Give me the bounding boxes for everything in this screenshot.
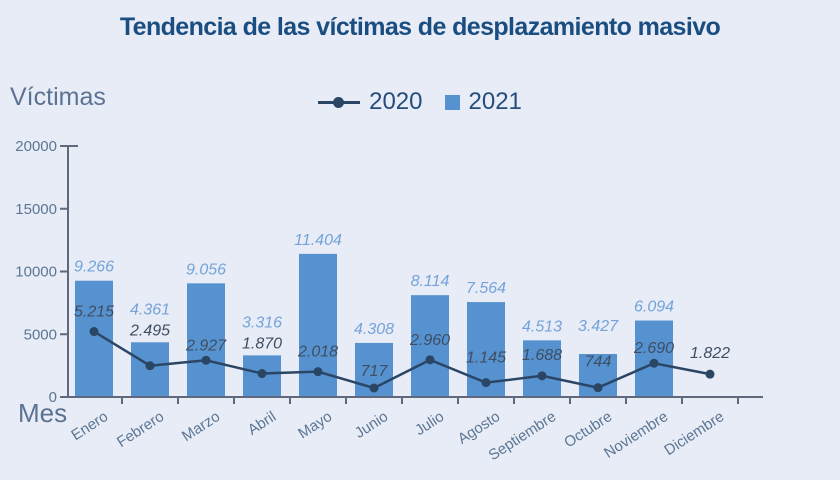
- line-point: [313, 367, 323, 377]
- month-axis-label: Agosto: [455, 408, 503, 448]
- line-value-label: 2.927: [185, 337, 227, 354]
- line-point: [369, 383, 379, 393]
- bar-value-label: 4.513: [522, 318, 562, 335]
- y-axis-tick-label: 20000: [15, 138, 57, 155]
- month-axis-label: Enero: [68, 408, 111, 444]
- y-axis-title: Víctimas: [10, 83, 106, 111]
- line-series-2020: [93, 330, 711, 390]
- bar-value-label: 9.056: [186, 261, 226, 278]
- month-axis-label: Abril: [245, 408, 279, 439]
- y-axis-tick-label: 5000: [24, 326, 57, 343]
- legend-label-2021: 2021: [468, 88, 522, 115]
- bar-value-label: 9.266: [74, 259, 114, 276]
- bar-julio: [411, 295, 449, 397]
- bar-value-label: 3.316: [242, 314, 282, 331]
- line-value-label: 1.145: [466, 350, 506, 367]
- bar-value-label: 8.114: [411, 273, 450, 290]
- line-value-label: 1.688: [522, 347, 562, 364]
- line-value-label: 2.495: [129, 323, 170, 340]
- legend-line-dot-icon: [333, 96, 345, 108]
- bar-value-label: 4.308: [354, 321, 394, 338]
- chart-title: Tendencia de las víctimas de desplazamie…: [119, 13, 721, 41]
- line-point: [537, 371, 547, 381]
- line-value-label: 744: [585, 354, 612, 371]
- line-point: [649, 358, 659, 368]
- y-axis-tick-label: 15000: [15, 201, 57, 218]
- month-axis-label: Febrero: [114, 408, 167, 451]
- bar-value-label: 11.404: [294, 232, 342, 249]
- y-axis-tick-label: 0: [49, 389, 57, 406]
- month-axis-label: Julio: [412, 408, 447, 439]
- bar-septiembre: [523, 340, 561, 397]
- line-value-label: 2.690: [633, 340, 674, 357]
- y-axis-tick-label: 10000: [15, 264, 57, 281]
- line-value-label: 2.960: [409, 332, 450, 349]
- bar-marzo: [187, 283, 225, 397]
- legend: 2020 2021: [0, 88, 840, 116]
- legend-line-marker-icon: [318, 96, 361, 108]
- month-axis-label: Junio: [352, 408, 391, 442]
- legend-square-marker-icon: [444, 94, 460, 110]
- month-axis-label: Noviembre: [601, 408, 671, 462]
- line-value-label: 1.822: [690, 345, 730, 362]
- month-axis-label: Marzo: [179, 408, 223, 445]
- line-point: [201, 355, 211, 365]
- line-point: [145, 361, 155, 371]
- line-value-label: 717: [361, 363, 389, 380]
- bar-value-label: 4.361: [130, 301, 170, 318]
- x-axis-title: Mes: [18, 398, 68, 428]
- bar-value-label: 3.427: [578, 318, 619, 335]
- line-value-label: 5.215: [74, 304, 114, 321]
- line-point: [481, 378, 491, 388]
- bar-value-label: 7.564: [466, 280, 506, 297]
- legend-label-2020: 2020: [369, 88, 423, 115]
- line-value-label: 2.018: [297, 344, 338, 361]
- line-value-label: 1.870: [242, 336, 282, 353]
- line-point: [593, 383, 603, 393]
- line-point: [89, 327, 99, 337]
- month-axis-label: Mayo: [295, 408, 335, 442]
- bar-value-label: 6.094: [634, 299, 674, 316]
- line-point: [705, 369, 715, 379]
- line-point: [425, 355, 435, 365]
- line-point: [257, 369, 267, 379]
- month-axis-label: Diciembre: [661, 408, 727, 459]
